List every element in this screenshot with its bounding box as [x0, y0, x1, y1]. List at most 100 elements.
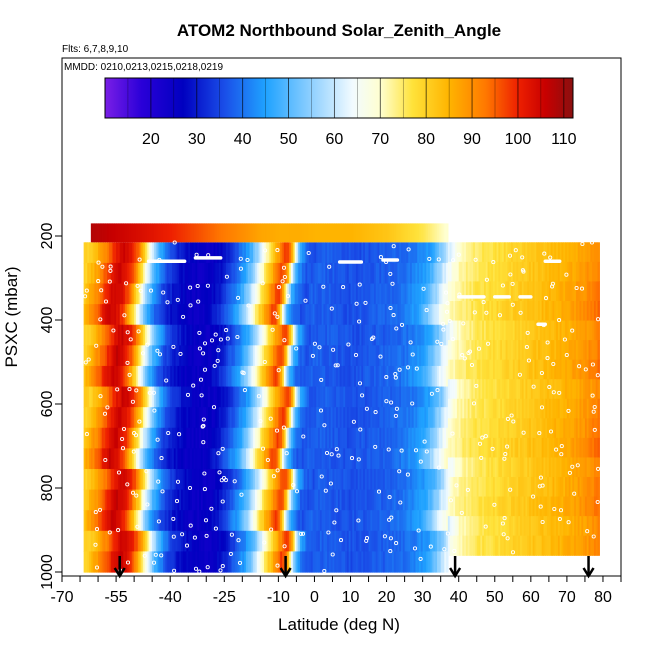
heatmap-cell: [584, 535, 588, 556]
heatmap-cell: [590, 300, 593, 322]
heatmap-cell: [318, 283, 321, 305]
heatmap-cell: [307, 530, 310, 552]
heatmap-cell: [478, 457, 481, 478]
heatmap-cell: [399, 407, 402, 429]
heatmap-cell: [370, 262, 373, 285]
heatmap-cell: [153, 427, 157, 449]
heatmap-cell: [588, 496, 591, 517]
heatmap-cell: [581, 516, 584, 537]
heatmap-cell: [505, 340, 508, 361]
heatmap-cell: [382, 510, 386, 532]
sample-point: [393, 413, 398, 418]
heatmap-cell: [135, 510, 139, 532]
heatmap-cell: [291, 242, 294, 264]
heatmap-cell: [332, 324, 335, 346]
heatmap-cell: [254, 304, 258, 326]
heatmap-cell: [312, 407, 316, 429]
heatmap-cell: [126, 365, 130, 388]
heatmap-cell: [211, 242, 215, 264]
heatmap-cell: [561, 516, 564, 537]
heatmap-cell: [321, 283, 325, 305]
heatmap-cell: [446, 242, 449, 264]
heatmap-cell: [446, 551, 449, 573]
heatmap-cell: [110, 510, 114, 532]
heatmap-cell: [96, 242, 99, 264]
heatmap-cell: [442, 489, 445, 511]
heatmap-cell: [132, 304, 135, 326]
heatmap-cell: [372, 345, 375, 367]
heatmap-strip-cell: [128, 223, 132, 243]
heatmap-cell: [141, 489, 144, 511]
heatmap-cell: [126, 551, 130, 573]
heatmap-cell: [319, 345, 323, 367]
heatmap-cell: [135, 468, 139, 491]
heatmap-strip-cell: [316, 223, 319, 243]
heatmap-cell: [278, 283, 281, 305]
heatmap-cell: [552, 418, 555, 439]
heatmap-cell: [565, 516, 568, 537]
heatmap-cell: [447, 457, 451, 478]
heatmap-cell: [125, 448, 128, 470]
heatmap-cell: [505, 516, 508, 537]
heatmap-cell: [242, 345, 245, 367]
heatmap-cell: [420, 262, 424, 285]
heatmap-cell: [581, 418, 584, 439]
heatmap-cell: [345, 551, 348, 573]
heatmap-cell: [496, 281, 499, 302]
heatmap-cell: [397, 365, 400, 388]
heatmap-cell: [341, 530, 344, 552]
heatmap-cell: [209, 345, 213, 367]
heatmap-cell: [341, 551, 344, 573]
heatmap-cell: [327, 489, 330, 511]
heatmap-cell: [162, 304, 166, 326]
heatmap-cell: [107, 489, 110, 511]
heatmap-cell: [391, 530, 395, 552]
heatmap-cell: [393, 407, 397, 429]
heatmap-cell: [390, 448, 393, 470]
heatmap-cell: [554, 320, 557, 341]
heatmap-cell: [172, 242, 175, 264]
sample-point: [228, 551, 233, 556]
heatmap-cell: [199, 530, 202, 552]
heatmap-cell: [263, 242, 267, 264]
heatmap-cell: [458, 340, 462, 361]
heatmap-cell: [128, 489, 132, 511]
heatmap-cell: [291, 283, 294, 305]
heatmap-cell: [152, 427, 155, 449]
heatmap-cell: [254, 448, 258, 470]
heatmap-cell: [363, 324, 366, 346]
heatmap-cell: [593, 242, 597, 263]
heatmap-cell: [291, 489, 294, 511]
heatmap-cell: [521, 418, 525, 439]
heatmap-cell: [538, 359, 541, 380]
heatmap-cell: [500, 496, 503, 517]
heatmap-cell: [536, 340, 539, 361]
heatmap-cell: [153, 510, 157, 532]
heatmap-cell: [150, 489, 153, 511]
heatmap-cell: [561, 496, 564, 517]
heatmap-cell: [359, 345, 362, 367]
heatmap-strip-cell: [307, 223, 310, 243]
heatmap-cell: [271, 324, 274, 346]
heatmap-cell: [254, 551, 258, 573]
heatmap-cell: [182, 448, 186, 470]
heatmap-strip-cell: [155, 223, 159, 243]
heatmap-cell: [166, 345, 169, 367]
heatmap-cell: [319, 407, 323, 429]
heatmap-cell: [202, 468, 206, 491]
heatmap-cell: [541, 535, 545, 556]
sample-point: [505, 444, 510, 449]
heatmap-cell: [170, 407, 173, 429]
heatmap-cell: [94, 448, 97, 470]
heatmap-cell: [116, 407, 119, 429]
heatmap-cell: [451, 281, 454, 302]
heatmap-cell: [336, 386, 339, 408]
heatmap-cell: [148, 551, 151, 573]
heatmap-cell: [428, 304, 431, 326]
heatmap-cell: [209, 304, 213, 326]
sample-point: [558, 508, 564, 513]
heatmap-strip-cell: [417, 223, 420, 243]
heatmap-cell: [372, 530, 375, 552]
heatmap-cell: [222, 448, 225, 470]
heatmap-cell: [595, 496, 599, 517]
